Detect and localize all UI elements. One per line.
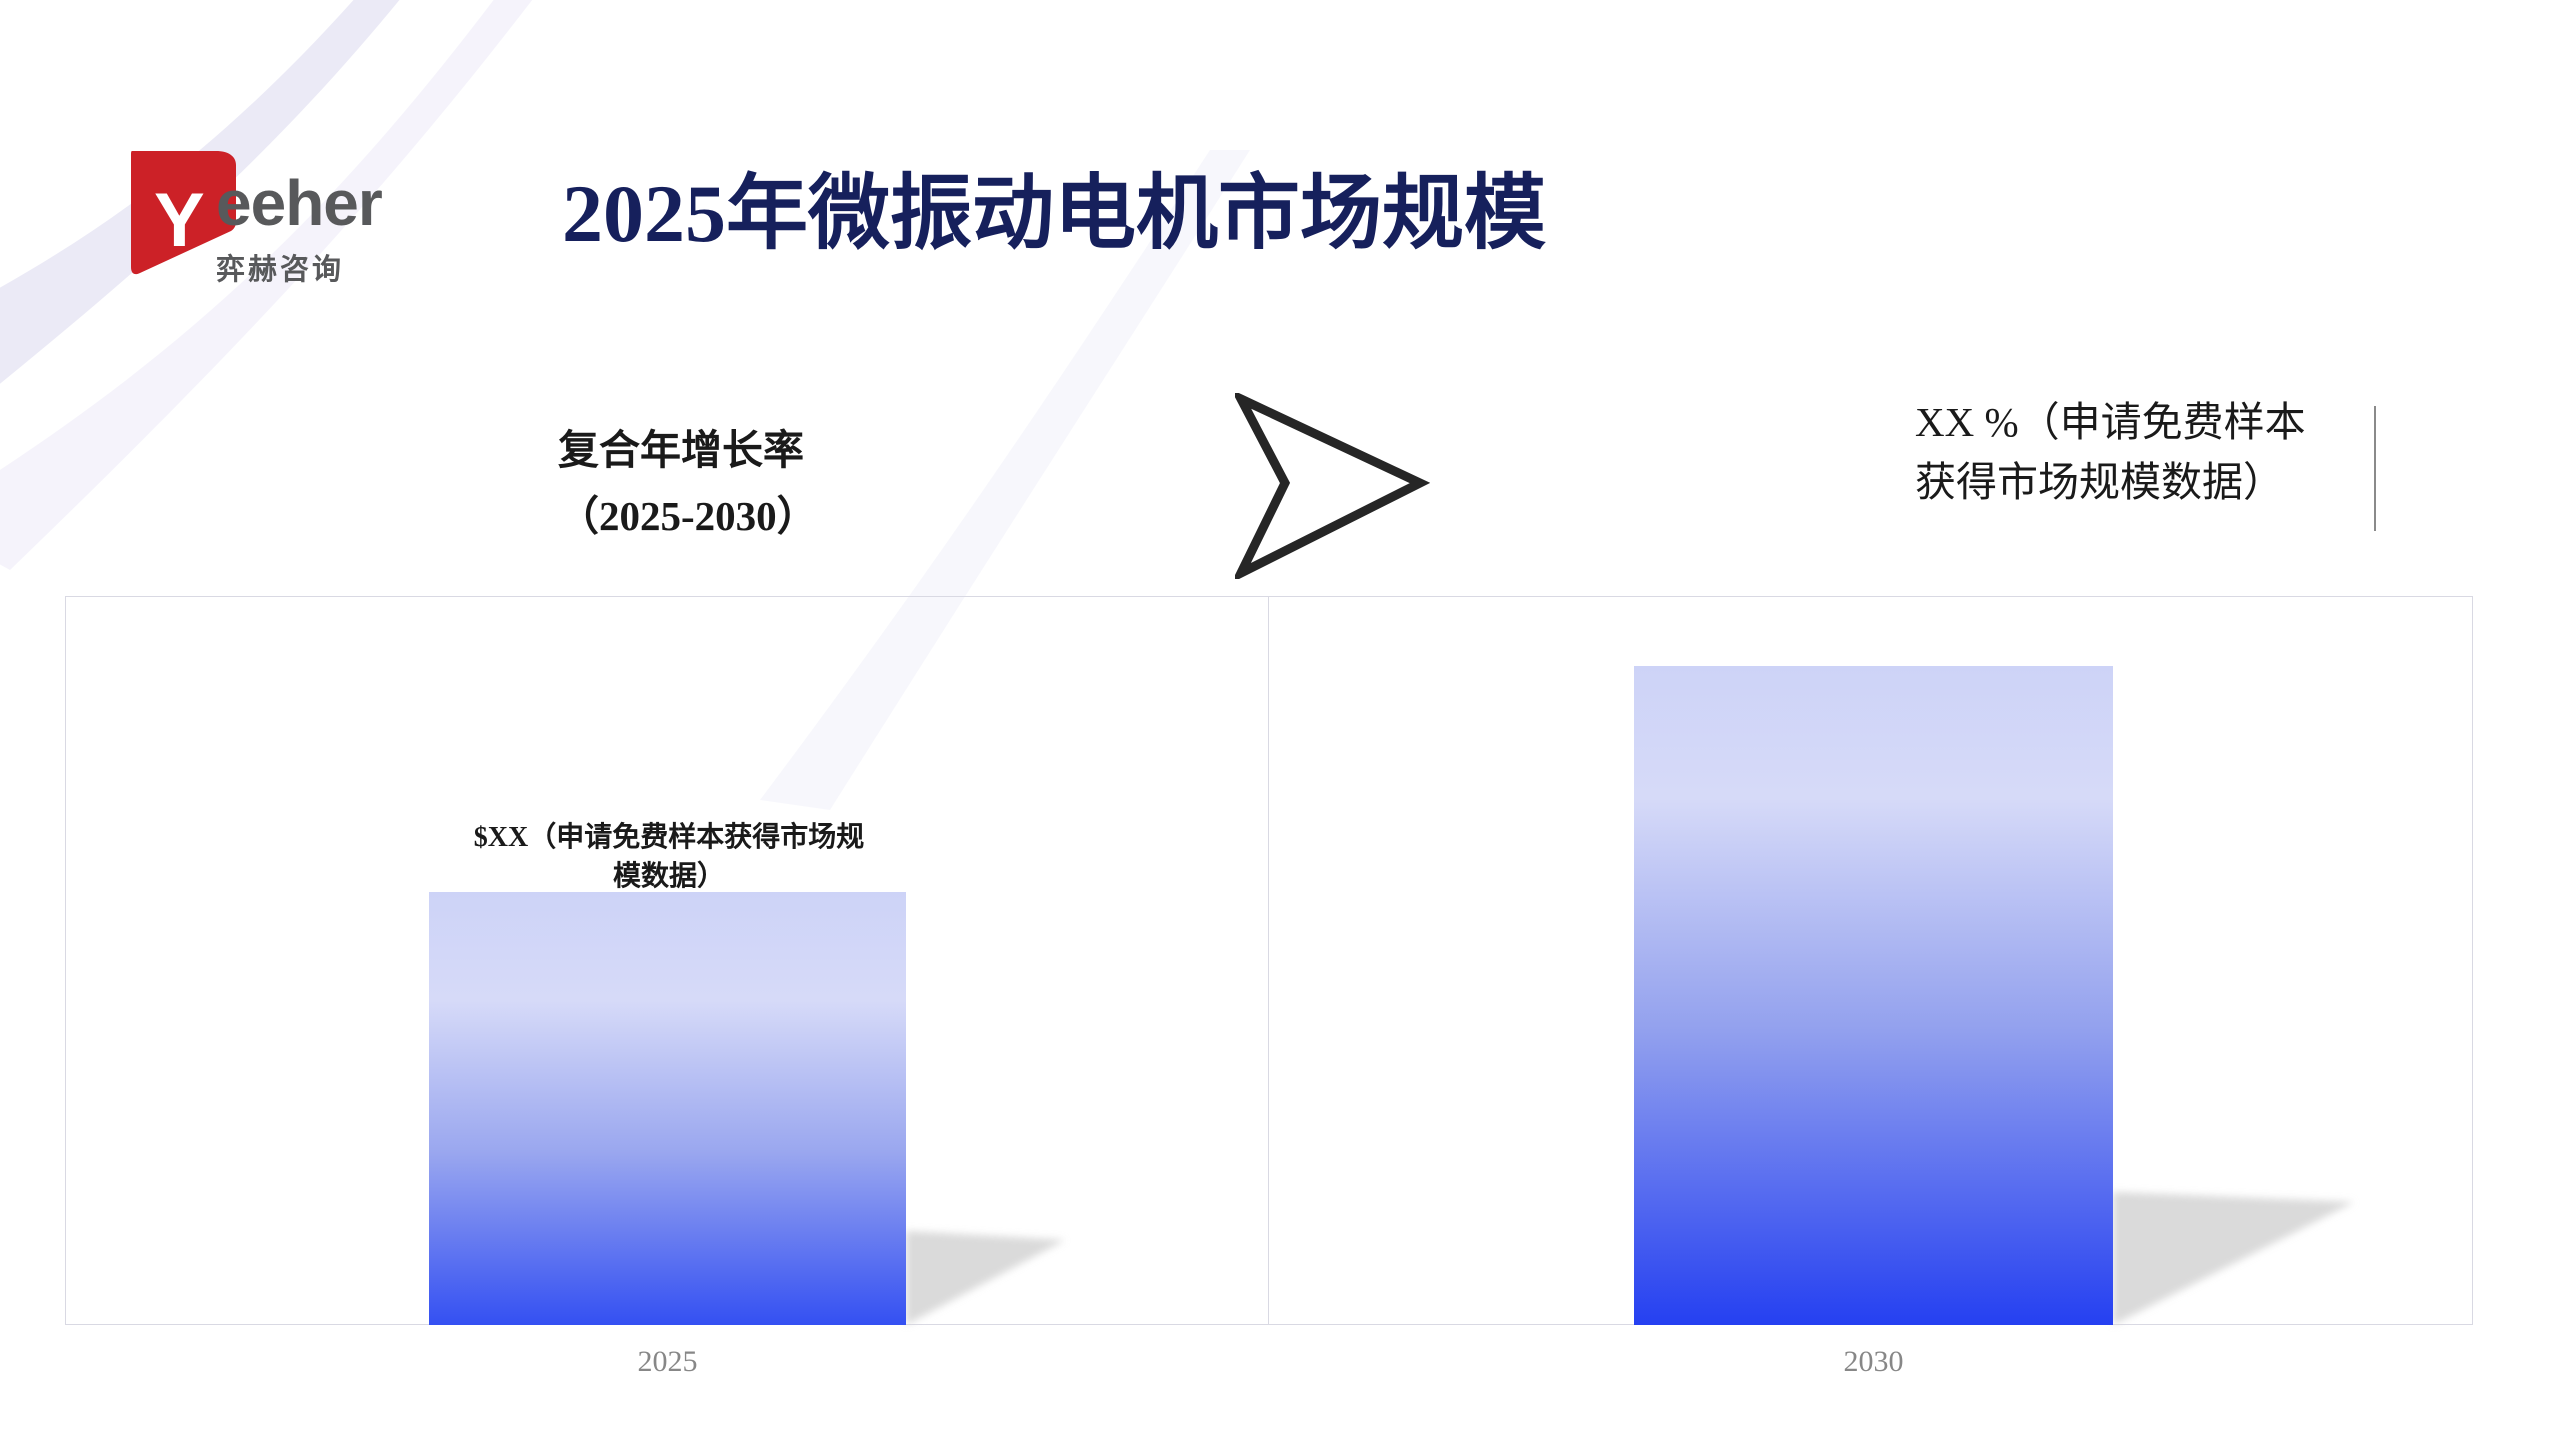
- svg-text:Y: Y: [154, 178, 205, 263]
